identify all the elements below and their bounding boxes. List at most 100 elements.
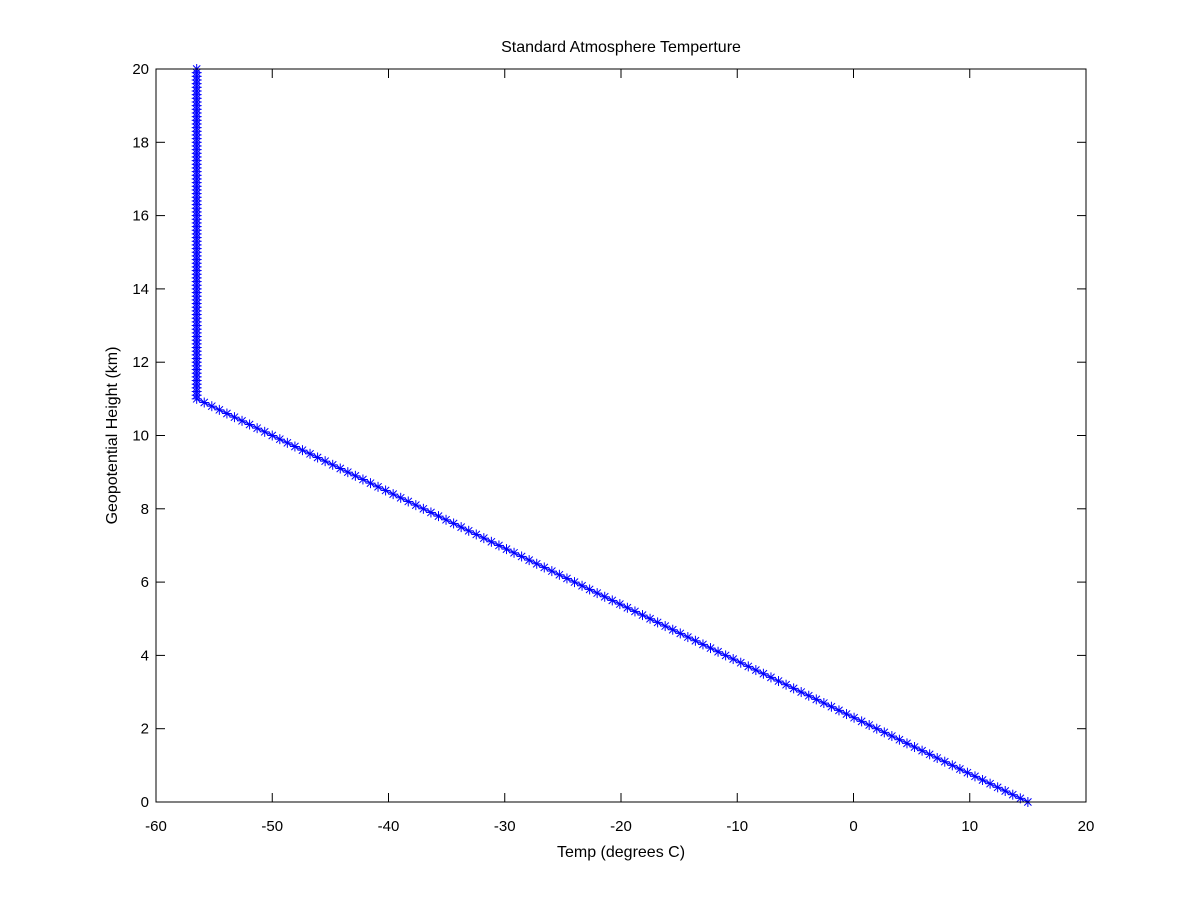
data-point-marker [781,679,792,690]
data-point-marker [592,588,603,599]
data-point-marker [947,760,958,771]
data-point-marker [388,489,399,500]
data-point-marker [924,749,935,760]
data-point-marker [463,525,474,536]
data-point-marker [546,566,557,577]
data-point-marker [750,665,761,676]
data-point-marker [289,441,300,452]
data-point-marker [856,716,867,727]
y-tick-label: 16 [132,208,149,225]
data-point-marker [539,562,550,573]
data-point-marker [501,544,512,555]
data-point-marker [697,639,708,650]
data-point-marker [342,467,353,478]
y-tick-label: 14 [132,281,149,298]
y-tick-label: 2 [141,721,149,738]
data-point-marker [954,764,965,775]
data-point-marker [267,430,278,441]
data-point-marker [682,632,693,643]
data-point-marker [1015,793,1026,804]
data-point-marker [743,661,754,672]
data-point-marker [221,408,232,419]
data-point-marker [577,580,588,591]
data-point-marker [584,584,595,595]
data-point-marker [849,712,860,723]
data-point-marker [765,672,776,683]
data-point-marker [833,705,844,716]
data-point-marker [410,500,421,511]
data-point-marker [350,470,361,481]
data-point-marker [433,511,444,522]
data-point-marker [705,643,716,654]
data-point-marker [425,507,436,518]
data-point-marker [985,778,996,789]
data-point-marker [637,610,648,621]
x-axis-label: Temp (degrees C) [557,844,685,861]
x-tick-label: -60 [145,818,167,835]
data-point-marker [977,775,988,786]
data-point-marker [909,742,920,753]
data-point-marker [645,613,656,624]
data-point-marker [569,577,580,588]
y-tick-label: 12 [132,354,149,371]
x-tick-label: 0 [849,818,857,835]
x-tick-label: -10 [726,818,748,835]
data-point-marker [418,503,429,514]
data-point-marker [803,690,814,701]
chart-title: Standard Atmosphere Temperture [501,39,741,56]
data-point-marker [992,782,1003,793]
y-tick-label: 10 [132,428,149,445]
data-point-marker [796,687,807,698]
data-point-marker [305,448,316,459]
x-tick-label: 20 [1078,818,1095,835]
data-point-marker [327,459,338,470]
data-point-marker [713,646,724,657]
data-point-marker [471,529,482,540]
data-point-marker [879,727,890,738]
data-point-marker [237,415,248,426]
series-layer [191,64,1033,807]
data-point-marker [403,496,414,507]
y-tick-label: 6 [141,574,149,591]
data-point-marker [667,624,678,635]
data-point-marker [818,698,829,709]
data-point-marker [357,474,368,485]
data-point-marker [252,423,263,434]
data-point-marker [652,617,663,628]
data-point-marker [441,514,452,525]
data-point-marker [841,709,852,720]
data-point-marker [509,547,520,558]
y-tick-label: 18 [132,134,149,151]
data-point-marker [1007,789,1018,800]
data-point-marker [561,573,572,584]
data-point-marker [214,404,225,415]
data-point-marker [320,456,331,467]
data-point-marker [259,426,270,437]
y-axis-label: Geopotential Height (km) [104,347,121,525]
data-point-marker [274,434,285,445]
data-point-marker [531,558,542,569]
x-tick-label: 10 [961,818,978,835]
data-point-marker [826,701,837,712]
data-point-marker [282,437,293,448]
data-point-marker [244,419,255,430]
data-point-marker [735,657,746,668]
data-point-marker [335,463,346,474]
data-point-marker [720,650,731,661]
data-point-marker [312,452,323,463]
data-point-marker [788,683,799,694]
data-point-marker [373,481,384,492]
data-point-marker [607,595,618,606]
data-point-marker [493,540,504,551]
data-point-marker [758,668,769,679]
data-point-marker [478,533,489,544]
data-point-marker [675,628,686,639]
data-point-marker [448,518,459,529]
axes-box [155,68,1087,803]
data-point-marker [380,485,391,496]
data-point-marker [932,753,943,764]
data-point-marker [969,771,980,782]
data-point-marker [629,606,640,617]
